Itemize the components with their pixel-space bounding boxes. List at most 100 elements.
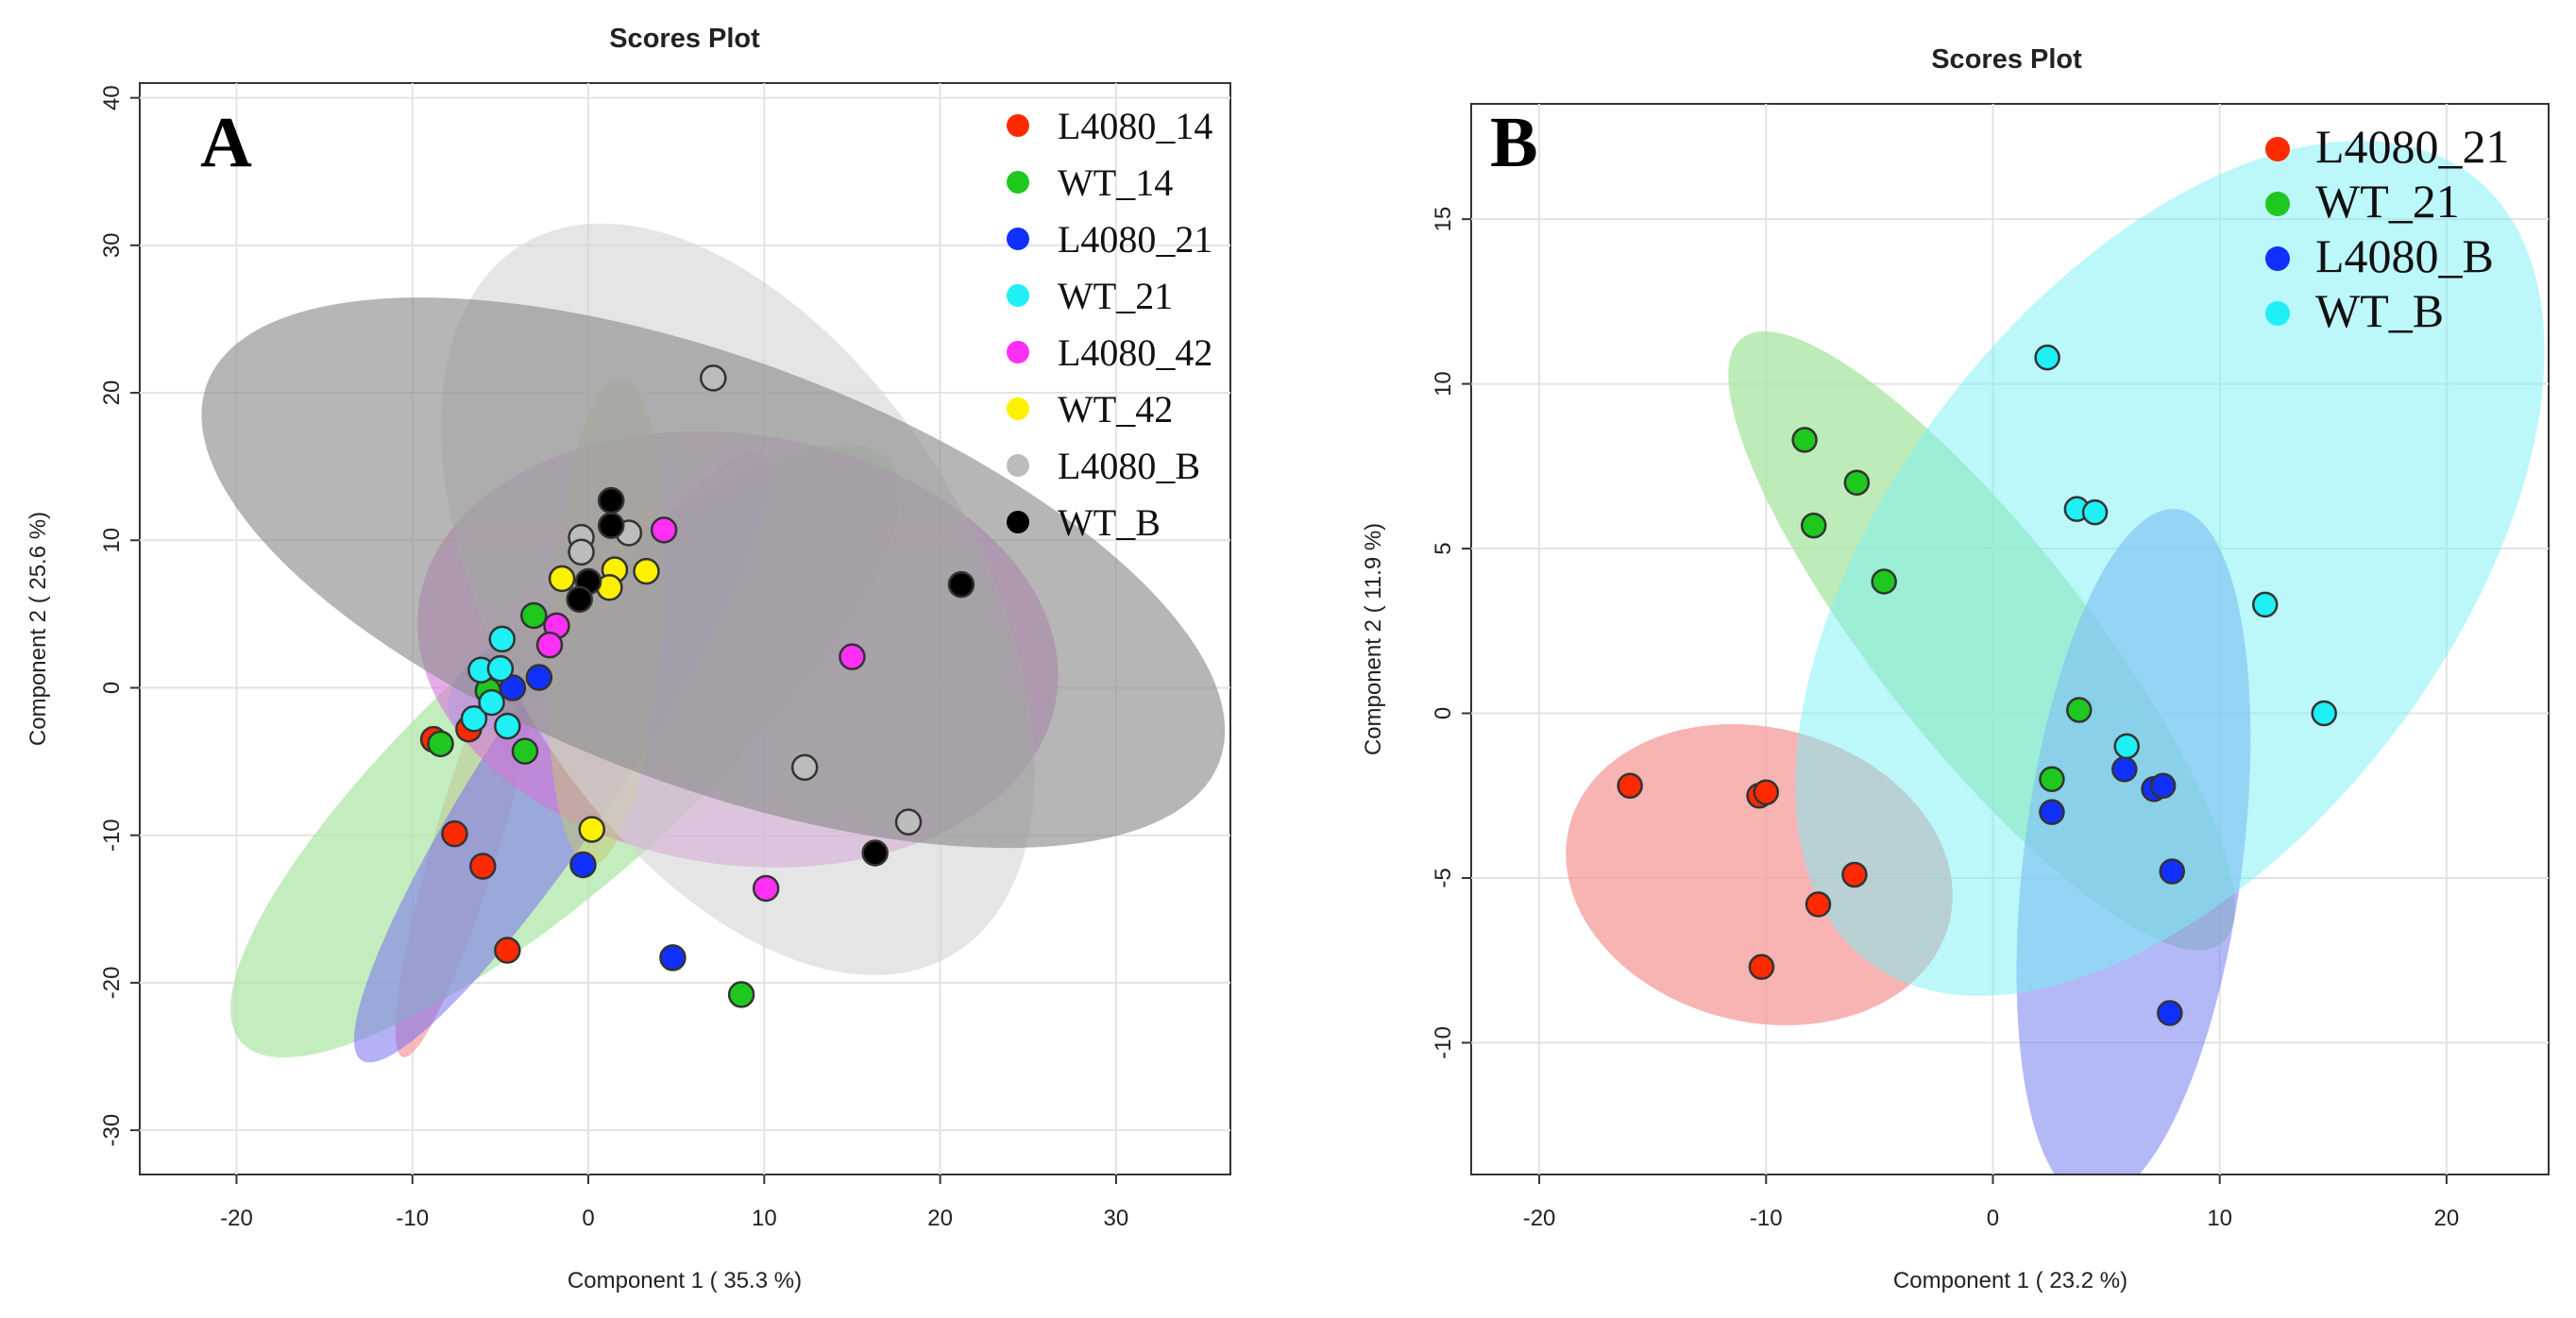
panel-b-point-l4080-21 [1841,861,1868,888]
panel-a-point-wt-42 [548,565,576,593]
panel-a-legend-marker [1007,228,1029,250]
panel-a-legend-label: WT_14 [1058,161,1173,204]
panel-a-point-l4080-14 [441,820,468,848]
panel-a-legend-label: L4080_14 [1058,105,1212,147]
panel-b-legend-marker [2265,137,2290,161]
panel-a-point-wt-14 [511,737,539,765]
panel-a-point-l4080-42 [752,874,780,903]
panel-a-point-l4080-14 [494,937,521,964]
panel-a-point-wt-21 [478,688,505,717]
panel-a-point-wt-b [947,570,975,599]
panel-b-y-tick-label: 0 [1431,707,1456,719]
panel-a-x-tick-label: -20 [220,1206,253,1231]
panel-a-point-l4080-b [568,538,595,566]
panel-b-point-l4080-b [2149,772,2177,800]
panel-b-x-tick-label: 20 [2434,1206,2460,1231]
panel-a-points [419,364,975,1008]
panel-a-legend-label: WT_21 [1058,275,1173,317]
panel-b-point-l4080-b [2159,858,2186,885]
panel-a-y-tick-label: -20 [99,967,125,1000]
panel-a-legend-marker [1007,341,1029,363]
panel-a-point-l4080-b [700,364,727,392]
panel-b-point-l4080-21 [1753,779,1780,805]
panel-a-legend-label: WT_42 [1058,388,1173,431]
panel-b-y-tick-label: -5 [1431,868,1456,887]
panel-b-legend-label: WT_21 [2315,175,2460,228]
panel-a-ellipses [201,223,1226,1063]
panel-b-point-wt-21 [1871,568,1897,595]
panel-b-y-tick-label: 10 [1431,371,1456,397]
panel-a-y-tick-label: 20 [99,380,125,406]
panel-a-point-l4080-42 [650,516,678,544]
panel-a-point-wt-b [598,486,625,515]
panel-a-point-wt-42 [578,816,606,843]
panel-a-legend-marker [1007,454,1029,477]
panel-a-point-l4080-21 [569,851,597,879]
panel-a-point-wt-14 [727,981,755,1008]
panel-a-legend-label: L4080_21 [1058,218,1212,261]
panel-a-point-wt-b [566,585,593,614]
panel-b-ticks: -20 -10 0 10 20 -10 -5 0 5 10 15 [1431,207,2459,1231]
panel-b-point-wt-21 [1791,427,1818,453]
panel-b: Scores Plot -20 -10 0 10 20 -10 -5 0 5 10 15 Compo… [1361,44,2550,1293]
panel-b-ellipse-wt-b [1795,141,2545,996]
panel-a-x-tick-label: 0 [582,1206,594,1231]
panel-a-x-tick-label: 30 [1104,1206,1129,1231]
panel-a-y-axis-label: Component 2 ( 25.6 %) [25,512,51,746]
panel-a-legend-marker [1007,397,1029,420]
panel-a-point-l4080-21 [659,944,686,972]
panel-b-legend-label: WT_B [2315,284,2444,337]
panel-a-point-l4080-21 [499,674,527,701]
panel-b-letter: B [1490,103,1538,182]
panel-a-legend-marker [1007,114,1029,137]
panel-a-y-tick-label: 10 [99,528,125,553]
panel-b-y-tick-label: 15 [1431,207,1456,232]
panel-a-point-l4080-b [790,753,819,782]
panel-a-letter: A [200,103,252,182]
panel-a-point-wt-21 [486,654,515,683]
panel-a-legend-marker [1007,284,1029,307]
panel-b-point-wt-21 [1800,512,1827,539]
panel-b-point-wt-b [2311,700,2337,727]
panel-b-point-l4080-b [2111,756,2138,783]
panel-a-y-tick-label: 0 [99,682,125,694]
panel-b-point-wt-21 [1843,469,1871,497]
panel-b-x-tick-label: -20 [1523,1206,1556,1231]
panel-a-point-wt-42 [633,557,660,585]
panel-a-legend-label: L4080_B [1058,445,1200,487]
panel-b-x-tick-label: 10 [2207,1206,2232,1231]
panel-a: Scores Plot -20 -10 0 10 20 30 -30 -20 -10 0 10 20 3… [25,24,1231,1293]
panel-a-legend-label: L4080_42 [1058,331,1212,374]
panel-a-y-tick-label: 30 [99,232,125,258]
panel-b-point-l4080-21 [1748,954,1775,980]
panel-a-legend-marker [1007,511,1029,533]
panel-b-point-wt-b [2034,344,2060,371]
panel-a-point-l4080-42 [839,643,866,670]
panel-a-point-wt-b [598,512,625,539]
panel-b-y-tick-label: 5 [1431,542,1456,554]
panel-a-x-tick-label: 20 [927,1206,953,1231]
panel-b-y-axis-label: Component 2 ( 11.9 %) [1361,523,1386,755]
panel-a-point-wt-14 [427,730,454,758]
panel-a-ellipse-wt-b [201,297,1226,849]
panel-b-point-wt-b [2081,498,2109,526]
panel-a-point-l4080-14 [469,853,497,880]
panel-b-y-tick-label: -10 [1431,1026,1456,1059]
panel-a-ticks: -20 -10 0 10 20 30 -30 -20 -10 0 10 20 30 40 [99,85,1128,1231]
panel-b-title: Scores Plot [1931,44,2082,75]
panel-b-points [1617,344,2337,1026]
panel-a-legend-label: WT_B [1058,501,1161,544]
panel-b-point-l4080-b [2039,799,2065,825]
panel-a-x-tick-label: 10 [752,1206,777,1231]
panel-a-point-wt-21 [460,705,488,733]
panel-b-x-tick-label: 0 [1987,1206,1999,1231]
panel-a-x-axis-label: Component 1 ( 35.3 %) [568,1268,802,1293]
panel-a-point-wt-21 [488,625,517,653]
panel-b-x-tick-label: -10 [1750,1206,1783,1231]
panel-b-point-l4080-b [2157,1000,2183,1026]
panel-b-legend-label: L4080_B [2315,229,2494,282]
panel-a-point-l4080-21 [525,664,553,691]
panel-a-point-wt-14 [520,601,548,630]
